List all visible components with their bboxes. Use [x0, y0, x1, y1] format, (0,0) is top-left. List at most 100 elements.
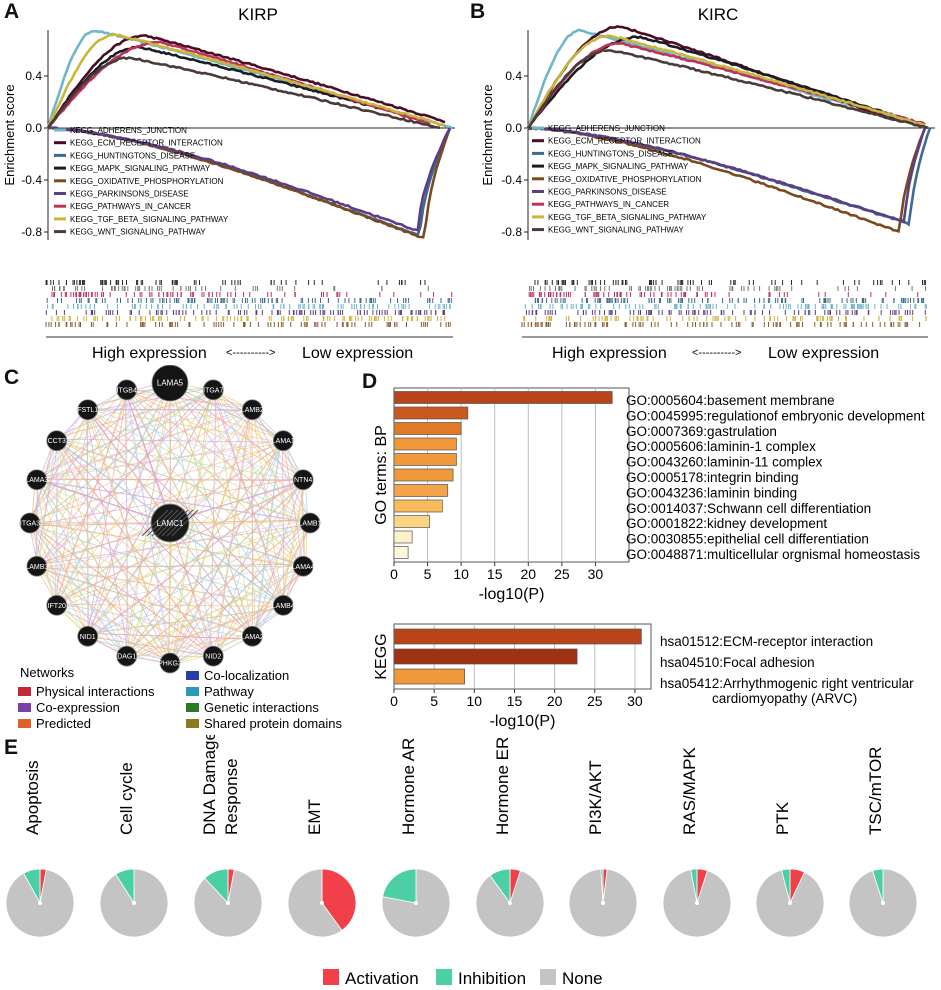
- gsea-plot-kirc: KIRC Enrichment score 0.4 0.0 -0.4 -0.8 KEG…: [480, 5, 935, 362]
- network-node-label: LAMA4: [292, 564, 315, 571]
- term-label: GO:0005604:basement membrane: [626, 393, 835, 408]
- network-edge: [85, 407, 306, 569]
- pie-center-dot: [320, 901, 324, 905]
- network-node[interactable]: [26, 469, 48, 491]
- network-edge: [59, 563, 301, 609]
- network-edge: [129, 392, 281, 439]
- x-tick-label: 15: [487, 566, 503, 582]
- term-label: GO:0043236:laminin binding: [626, 485, 797, 500]
- gsea-title-kirc: KIRC: [698, 5, 739, 24]
- network-node[interactable]: [292, 469, 314, 491]
- network-edge: [53, 437, 307, 570]
- network-edge: [171, 523, 302, 566]
- network-node-label: PHKG2: [158, 661, 182, 668]
- network-node[interactable]: [26, 555, 48, 577]
- network-edge: [171, 524, 251, 635]
- network-node[interactable]: [299, 512, 321, 534]
- network-legend-label: Predicted: [36, 716, 91, 731]
- x-tick-label: 5: [430, 693, 438, 709]
- network-legend-swatch: [186, 719, 199, 728]
- panel-label-d: D: [362, 370, 378, 393]
- network-node[interactable]: [241, 625, 263, 647]
- gene-network: LAMA5 ITGA7 LAMB2 LAMA1 NTN4 LAMB1 LAMA4 LAMB4 L…: [18, 365, 343, 731]
- network-center-label: LAMC1: [157, 519, 184, 528]
- network-node[interactable]: [77, 399, 99, 421]
- network-edge: [172, 524, 282, 604]
- high-expression-label: High expression: [92, 345, 207, 362]
- network-edge: [35, 477, 172, 525]
- network-node-label: FSTL1: [77, 407, 98, 414]
- network-node-label: LAMB3: [25, 564, 48, 571]
- x-tick-label: 25: [587, 693, 603, 709]
- gsea-y-tick-label: 0.4: [505, 69, 522, 83]
- x-tick-label: 15: [507, 693, 523, 709]
- legend-label: KEGG_ECM_RECEPTOR_INTERACTION: [548, 137, 701, 146]
- network-node[interactable]: [19, 512, 41, 534]
- pathway-label: PTK: [773, 801, 792, 835]
- pie-center-dot: [508, 901, 512, 905]
- network-edge: [251, 523, 311, 637]
- term-label: GO:0001822:kidney development: [626, 516, 827, 531]
- expression-arrow: <---------->: [692, 347, 741, 359]
- high-expression-label: High expression: [552, 345, 667, 362]
- network-node[interactable]: [272, 430, 294, 452]
- network-edge: [28, 521, 129, 658]
- network-edge: [55, 438, 285, 443]
- es-curve: [526, 48, 929, 130]
- enrichment-bar: [393, 406, 469, 420]
- enrichment-bar: [393, 668, 466, 685]
- network-node-label: IFT20: [48, 603, 66, 610]
- network-node-label: NID1: [80, 634, 96, 641]
- network-node[interactable]: [46, 430, 68, 452]
- network-node[interactable]: [159, 652, 181, 674]
- pathway-label: PI3K/AKT: [586, 760, 605, 835]
- x-axis-label: -log10(P): [479, 586, 545, 603]
- network-node[interactable]: [116, 645, 138, 667]
- network-node[interactable]: [202, 379, 224, 401]
- hatch-line: [171, 509, 199, 537]
- legend-label: KEGG_WNT_SIGNALING_PATHWAY: [548, 226, 684, 235]
- enrichment-bar: [393, 453, 457, 466]
- network-edge: [172, 385, 302, 565]
- gsea-y-tick-label: -0.8: [21, 225, 42, 239]
- pie-center-dot: [881, 901, 885, 905]
- legend-label: KEGG_PATHWAYS_IN_CANCER: [70, 202, 191, 211]
- network-node[interactable]: [272, 594, 294, 616]
- network-edge: [53, 525, 173, 603]
- low-expression-label: Low expression: [768, 345, 879, 362]
- network-edge: [38, 481, 126, 655]
- network-edge: [168, 390, 215, 523]
- network-legend-label: Co-localization: [204, 668, 289, 683]
- network-edge: [169, 480, 305, 523]
- legend-label: KEGG_HUNTINGTONS_DISEASE: [70, 151, 195, 160]
- network-edge: [211, 388, 254, 638]
- network-legend-label: Genetic interactions: [204, 700, 319, 715]
- network-edge: [28, 521, 305, 568]
- network-node[interactable]: [292, 555, 314, 577]
- network-node[interactable]: [241, 399, 263, 421]
- network-edge: [252, 409, 284, 606]
- network-node-label: ITGA3: [20, 521, 40, 528]
- x-axis-label: -log10(P): [490, 713, 556, 730]
- network-node[interactable]: [151, 365, 189, 402]
- term-label: GO:0005178:integrin binding: [626, 470, 799, 485]
- x-tick-label: 10: [467, 693, 483, 709]
- hatch-line: [146, 509, 174, 537]
- network-node[interactable]: [116, 379, 138, 401]
- network-edge: [124, 568, 306, 654]
- network-node[interactable]: [202, 645, 224, 667]
- network-edge: [86, 408, 254, 412]
- network-node[interactable]: [46, 594, 68, 616]
- enrichment-bar: [393, 648, 578, 665]
- network-node[interactable]: [77, 625, 99, 647]
- hatch-line: [141, 509, 169, 537]
- network-legend-swatch: [18, 687, 31, 696]
- network-edge: [28, 410, 89, 523]
- term-label: GO:0045995:regulationof embryonic develo…: [626, 408, 925, 423]
- term-label: GO:0007369:gastrulation: [626, 424, 777, 439]
- pie-legend-swatch: [540, 969, 556, 985]
- network-edge: [169, 409, 253, 523]
- network-edge: [84, 406, 307, 484]
- term-label: hsa04510:Focal adhesion: [660, 655, 815, 670]
- expression-arrow: <---------->: [226, 347, 275, 359]
